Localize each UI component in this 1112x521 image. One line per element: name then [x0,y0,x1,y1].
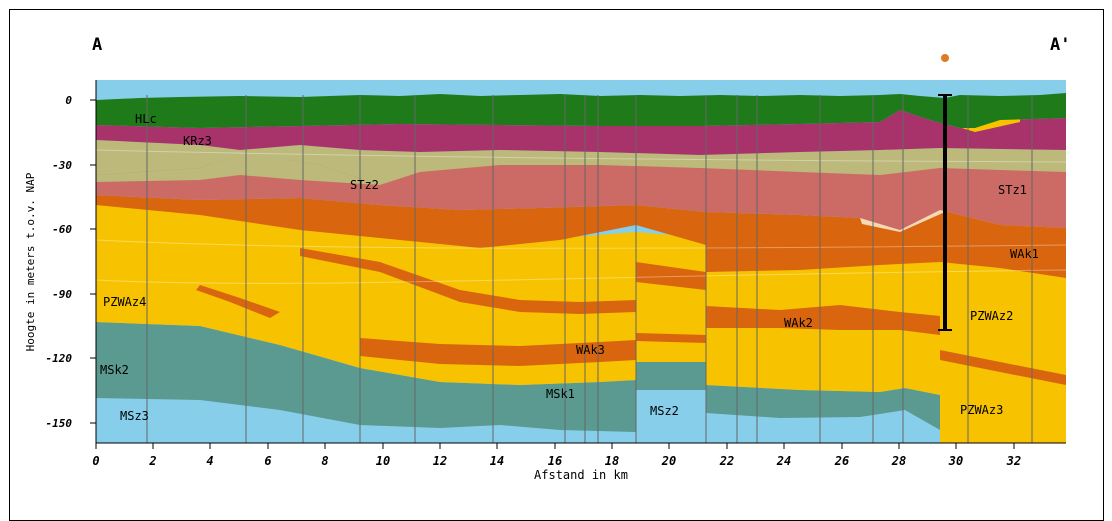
unit-krz3-band [96,110,1066,155]
x-tick-label: 2 [148,454,156,468]
x-tick-label: 10 [376,454,390,468]
unit-label-wak3: WAk3 [576,343,605,357]
x-tick-label: 30 [948,454,963,468]
y-tick-labels: 0 -30 -60 -90 -120 -150 [46,94,73,430]
x-tick-label: 28 [891,454,906,468]
unit-surface-sand [940,118,1020,132]
x-tick-label: 20 [661,454,676,468]
y-tick-label: -60 [52,223,72,236]
unit-label-stz1: STz1 [998,183,1027,197]
unit-hlc-band [96,93,1066,128]
x-tick-label: 16 [548,454,562,468]
y-tick-label: -150 [46,417,73,430]
section-end-label: A' [1050,35,1070,55]
unit-wak2-band [706,305,940,335]
y-tick-label: -90 [52,288,72,301]
vertical-gridlines [146,95,1033,443]
unit-wak1-band [96,195,1066,278]
x-axis-title: Afstand in km [534,468,628,482]
unit-label-wak2: WAk2 [784,316,813,330]
y-tick-label: 0 [65,94,72,107]
x-tick-label: 8 [321,454,328,468]
x-tick-label: 22 [719,454,734,468]
x-tick-label: 4 [206,454,213,468]
unit-label-msz2: MSz2 [650,404,679,418]
x-tick-label: 18 [605,454,619,468]
unit-label-msk2: MSk2 [100,363,129,377]
location-marker-icon [941,54,949,62]
y-tick-marks [90,99,96,424]
unit-wak-lens-right [940,350,1066,385]
unit-wak-lens-mid [300,248,636,314]
unit-label-msk1: MSk1 [546,387,575,401]
y-tick-label: -30 [52,159,72,172]
unit-wak-segment-2 [636,333,706,343]
layer-stack [96,80,1066,443]
borehole-marker [938,94,952,331]
unit-khaki-band [96,140,1066,185]
unit-label-wak1: WAk1 [1010,247,1039,261]
y-axis-title: Hoogte in meters t.o.v. NAP [24,172,37,351]
unit-khaki-lens [96,152,380,185]
unit-msz3-lower [96,392,636,443]
x-tick-label: 24 [776,454,791,468]
unit-label-pzwaz3: PZWAz3 [960,403,1003,417]
unit-wak-segment-1 [636,262,706,290]
unit-label-krz3: KRz3 [183,134,212,148]
y-tick-label: -120 [46,352,73,365]
x-tick-label: 12 [433,454,447,468]
unit-msk2-lower [96,343,636,432]
unit-label-stz2: STz2 [350,178,379,192]
section-start-label: A [92,35,102,55]
x-tick-marks [95,443,1015,449]
x-tick-label: 32 [1006,454,1021,468]
unit-pale-lens-right [860,208,945,232]
unit-label-pzwaz4: PZWAz4 [103,295,146,309]
x-tick-label: 26 [834,454,849,468]
x-tick-label: 0 [92,454,99,468]
x-tick-label: 6 [264,454,271,468]
unit-wak-lens-left [196,285,280,318]
unit-labels: HLc KRz3 STz2 STz1 WAk1 WAk2 WAk3 PZWAz4… [100,112,1039,423]
unit-label-hlc: HLc [135,112,157,126]
unit-label-msz3: MSz3 [120,409,149,423]
x-tick-labels: 0 2 4 6 8 10 12 14 16 18 20 22 24 26 28 … [92,454,1021,468]
unit-wak3-lens [360,338,636,366]
unit-msz2-lower [636,390,940,443]
unit-label-pzwaz2: PZWAz2 [970,309,1013,323]
x-tick-label: 14 [490,454,504,468]
